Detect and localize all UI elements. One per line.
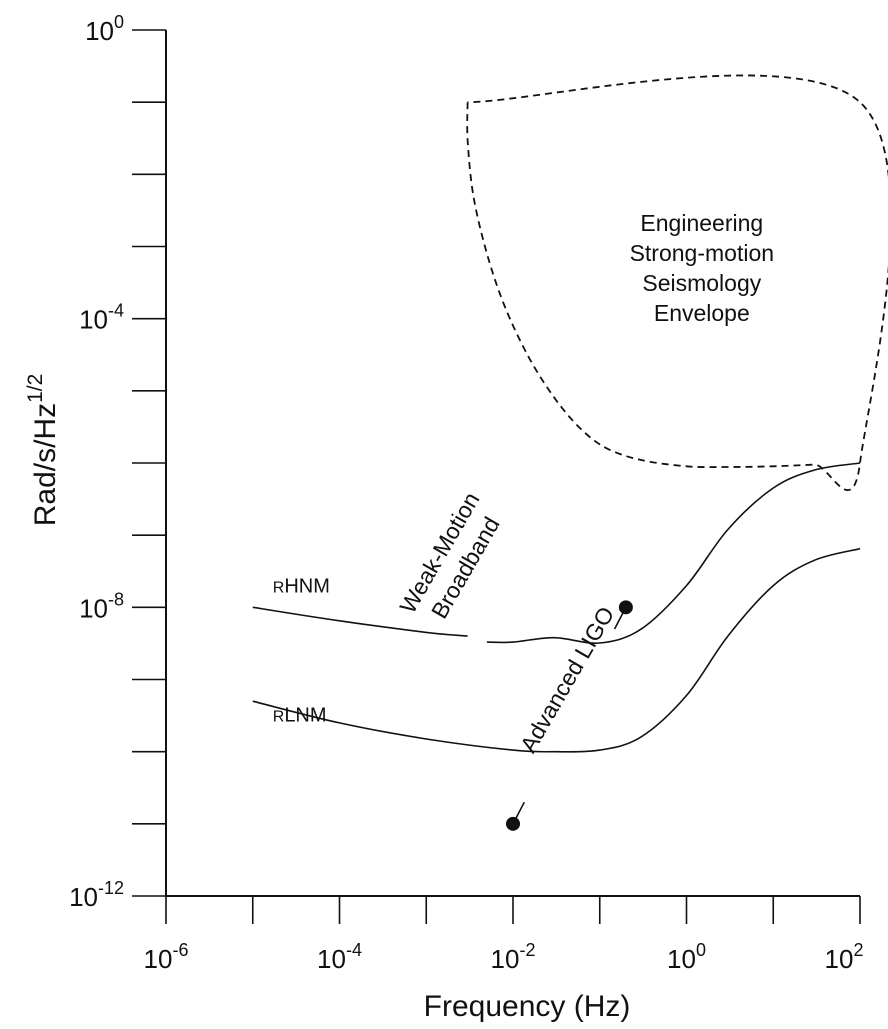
ticks (132, 29, 861, 924)
rhnm-curve-segment (486, 462, 861, 645)
annotation-group: Engineering Strong-motion Seismology Envelo… (630, 210, 774, 326)
y-tick-label: 10-12 (69, 878, 124, 912)
x-axis-title: Frequency (Hz) (424, 990, 631, 1023)
x-tick-label-base: 10 (317, 944, 346, 974)
y-tick-label: 10-8 (79, 589, 124, 623)
rhnm-label-main: HNM (284, 576, 330, 598)
x-tick-label: 10-4 (317, 940, 362, 974)
annotation-text: Seismology (642, 270, 761, 296)
y-axis-title-base: Rad/s/Hz (29, 403, 62, 526)
y-tick-label-base: 10 (79, 305, 108, 335)
x-tick-label-base: 10 (144, 944, 173, 974)
annotation-text: Strong-motion (630, 240, 774, 266)
x-tick-label-exp: 2 (853, 940, 863, 960)
y-tick-label-exp: -4 (108, 301, 124, 321)
rhnm-label: RHNM (273, 576, 330, 598)
x-tick-label-base: 10 (491, 944, 520, 974)
x-tick-label-exp: 0 (696, 940, 706, 960)
rhnm-label-prefix: R (273, 580, 285, 597)
rlnm-label-prefix: R (273, 709, 285, 726)
x-tick-label: 102 (825, 940, 864, 974)
annotations: Engineering Strong-motion Seismology Envelo… (394, 210, 774, 757)
y-tick-label-base: 10 (79, 593, 108, 623)
y-tick-label-exp: -8 (108, 589, 124, 609)
y-tick-label-exp: 0 (114, 12, 124, 32)
rlnm-curve (252, 547, 861, 753)
annotation-group: Advanced LIGO (515, 602, 619, 757)
x-tick-label-base: 10 (825, 944, 854, 974)
rlnm-label: RLNM (273, 705, 327, 727)
markers (506, 600, 633, 831)
x-tick-label-base: 10 (667, 944, 696, 974)
annotation-text: Advanced LIGO (515, 602, 619, 757)
advanced-ligo-start-point (506, 816, 520, 831)
y-axis-title: Rad/s/Hz1/2 (24, 374, 62, 527)
annotation-text: Engineering (640, 210, 763, 236)
y-tick-label-base: 10 (85, 16, 114, 46)
annotation-text: Envelope (654, 300, 750, 326)
x-tick-label: 10-2 (491, 940, 536, 974)
rlnm-label-main: LNM (284, 705, 326, 727)
advanced-ligo-end-point (618, 600, 633, 615)
axes (165, 30, 860, 897)
rhnm-curve (252, 606, 468, 637)
y-tick-label-exp: -12 (98, 878, 124, 898)
engineering-strong-motion-seismology-envelope-curve (466, 74, 888, 492)
x-tick-label: 10-6 (144, 940, 189, 974)
x-tick-label: 100 (667, 940, 706, 974)
x-tick-label-exp: -6 (172, 940, 188, 960)
y-tick-label-base: 10 (69, 882, 98, 912)
x-tick-label-exp: -2 (519, 940, 535, 960)
y-axis-title-sup: 1/2 (24, 374, 47, 403)
x-tick-label-exp: -4 (346, 940, 362, 960)
y-tick-label: 100 (85, 12, 124, 46)
y-tick-label: 10-4 (79, 301, 124, 335)
